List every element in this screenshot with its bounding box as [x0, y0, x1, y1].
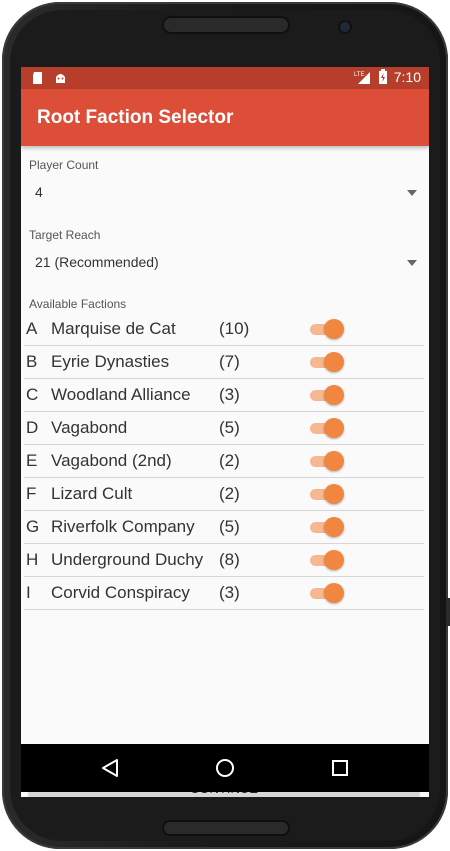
home-icon[interactable]	[216, 759, 234, 777]
navigation-bar	[21, 744, 429, 792]
svg-text:LTE: LTE	[354, 72, 365, 78]
faction-row-vagabond-2nd: E Vagabond (2nd) (2)	[24, 444, 424, 478]
faction-toggle-switch[interactable]	[306, 385, 344, 405]
faction-letter: D	[26, 418, 39, 437]
faction-name: Woodland Alliance	[51, 385, 191, 404]
status-time: 7:10	[393, 69, 421, 85]
faction-letter: F	[26, 484, 37, 503]
faction-toggle-switch[interactable]	[306, 319, 344, 339]
faction-count: (2)	[219, 484, 240, 503]
available-factions-label: Available Factions	[29, 297, 127, 311]
app-title: Root Faction Selector	[37, 107, 234, 128]
faction-name: Lizard Cult	[51, 484, 133, 503]
faction-count: (7)	[219, 352, 240, 371]
front-camera	[340, 22, 350, 32]
power-button	[446, 598, 450, 626]
faction-letter: H	[26, 550, 39, 569]
faction-toggle-switch[interactable]	[306, 583, 344, 603]
faction-toggle-switch[interactable]	[306, 550, 344, 570]
dropdown-arrow-icon	[407, 190, 417, 196]
target-reach-label: Target Reach	[29, 228, 101, 242]
dropdown-arrow-icon	[407, 260, 417, 266]
sd-card-icon	[33, 72, 42, 84]
faction-letter: A	[26, 319, 38, 338]
player-count-label: Player Count	[29, 158, 99, 172]
android-icon	[56, 74, 65, 83]
app-bar: Root Faction Selector	[21, 89, 429, 146]
status-bar: LTE 7:10	[21, 67, 429, 89]
faction-count: (10)	[219, 319, 250, 338]
faction-letter: C	[26, 385, 39, 404]
lte-signal-icon: LTE	[354, 72, 370, 84]
faction-name: Riverfolk Company	[51, 517, 195, 536]
faction-count: (8)	[219, 550, 240, 569]
faction-name: Eyrie Dynasties	[51, 352, 170, 371]
faction-count: (2)	[219, 451, 240, 470]
faction-row-lizard-cult: F Lizard Cult (2)	[24, 477, 424, 511]
faction-letter: B	[26, 352, 38, 371]
bottom-speaker	[162, 820, 290, 836]
faction-row-underground-duchy: H Underground Duchy (8)	[24, 543, 424, 577]
faction-name: Vagabond (2nd)	[51, 451, 172, 470]
faction-name: Marquise de Cat	[51, 319, 176, 338]
app-screen: LTE 7:10 Root Faction Selector Player Co…	[21, 67, 429, 797]
faction-row-riverfolk-company: G Riverfolk Company (5)	[24, 510, 424, 544]
faction-count: (5)	[219, 517, 240, 536]
back-icon[interactable]	[101, 758, 119, 778]
faction-count: (3)	[219, 583, 240, 602]
top-speaker	[162, 16, 290, 34]
recent-apps-icon[interactable]	[332, 760, 348, 776]
player-count-dropdown[interactable]: 4	[29, 179, 421, 205]
main-content: Player Count 4 Target Reach 21 (Recommen…	[21, 146, 429, 797]
faction-toggle-switch[interactable]	[306, 451, 344, 471]
faction-name: Underground Duchy	[51, 550, 204, 569]
faction-row-vagabond: D Vagabond (5)	[24, 411, 424, 445]
faction-row-marquise-de-cat: A Marquise de Cat (10)	[24, 312, 424, 346]
target-reach-value: 21 (Recommended)	[35, 254, 159, 270]
faction-toggle-switch[interactable]	[306, 484, 344, 504]
faction-name: Vagabond	[51, 418, 128, 437]
player-count-value: 4	[35, 184, 43, 200]
faction-letter: E	[26, 451, 38, 470]
faction-name: Corvid Conspiracy	[51, 583, 190, 602]
faction-count: (5)	[219, 418, 240, 437]
faction-row-eyrie-dynasties: B Eyrie Dynasties (7)	[24, 345, 424, 379]
faction-row-woodland-alliance: C Woodland Alliance (3)	[24, 378, 424, 412]
battery-charging-icon	[378, 69, 387, 84]
faction-count: (3)	[219, 385, 240, 404]
target-reach-dropdown[interactable]: 21 (Recommended)	[29, 249, 421, 275]
faction-toggle-switch[interactable]	[306, 418, 344, 438]
faction-letter: G	[26, 517, 40, 536]
faction-letter: I	[26, 583, 31, 602]
faction-toggle-switch[interactable]	[306, 352, 344, 372]
faction-row-corvid-conspiracy: I Corvid Conspiracy (3)	[24, 576, 424, 610]
faction-toggle-switch[interactable]	[306, 517, 344, 537]
